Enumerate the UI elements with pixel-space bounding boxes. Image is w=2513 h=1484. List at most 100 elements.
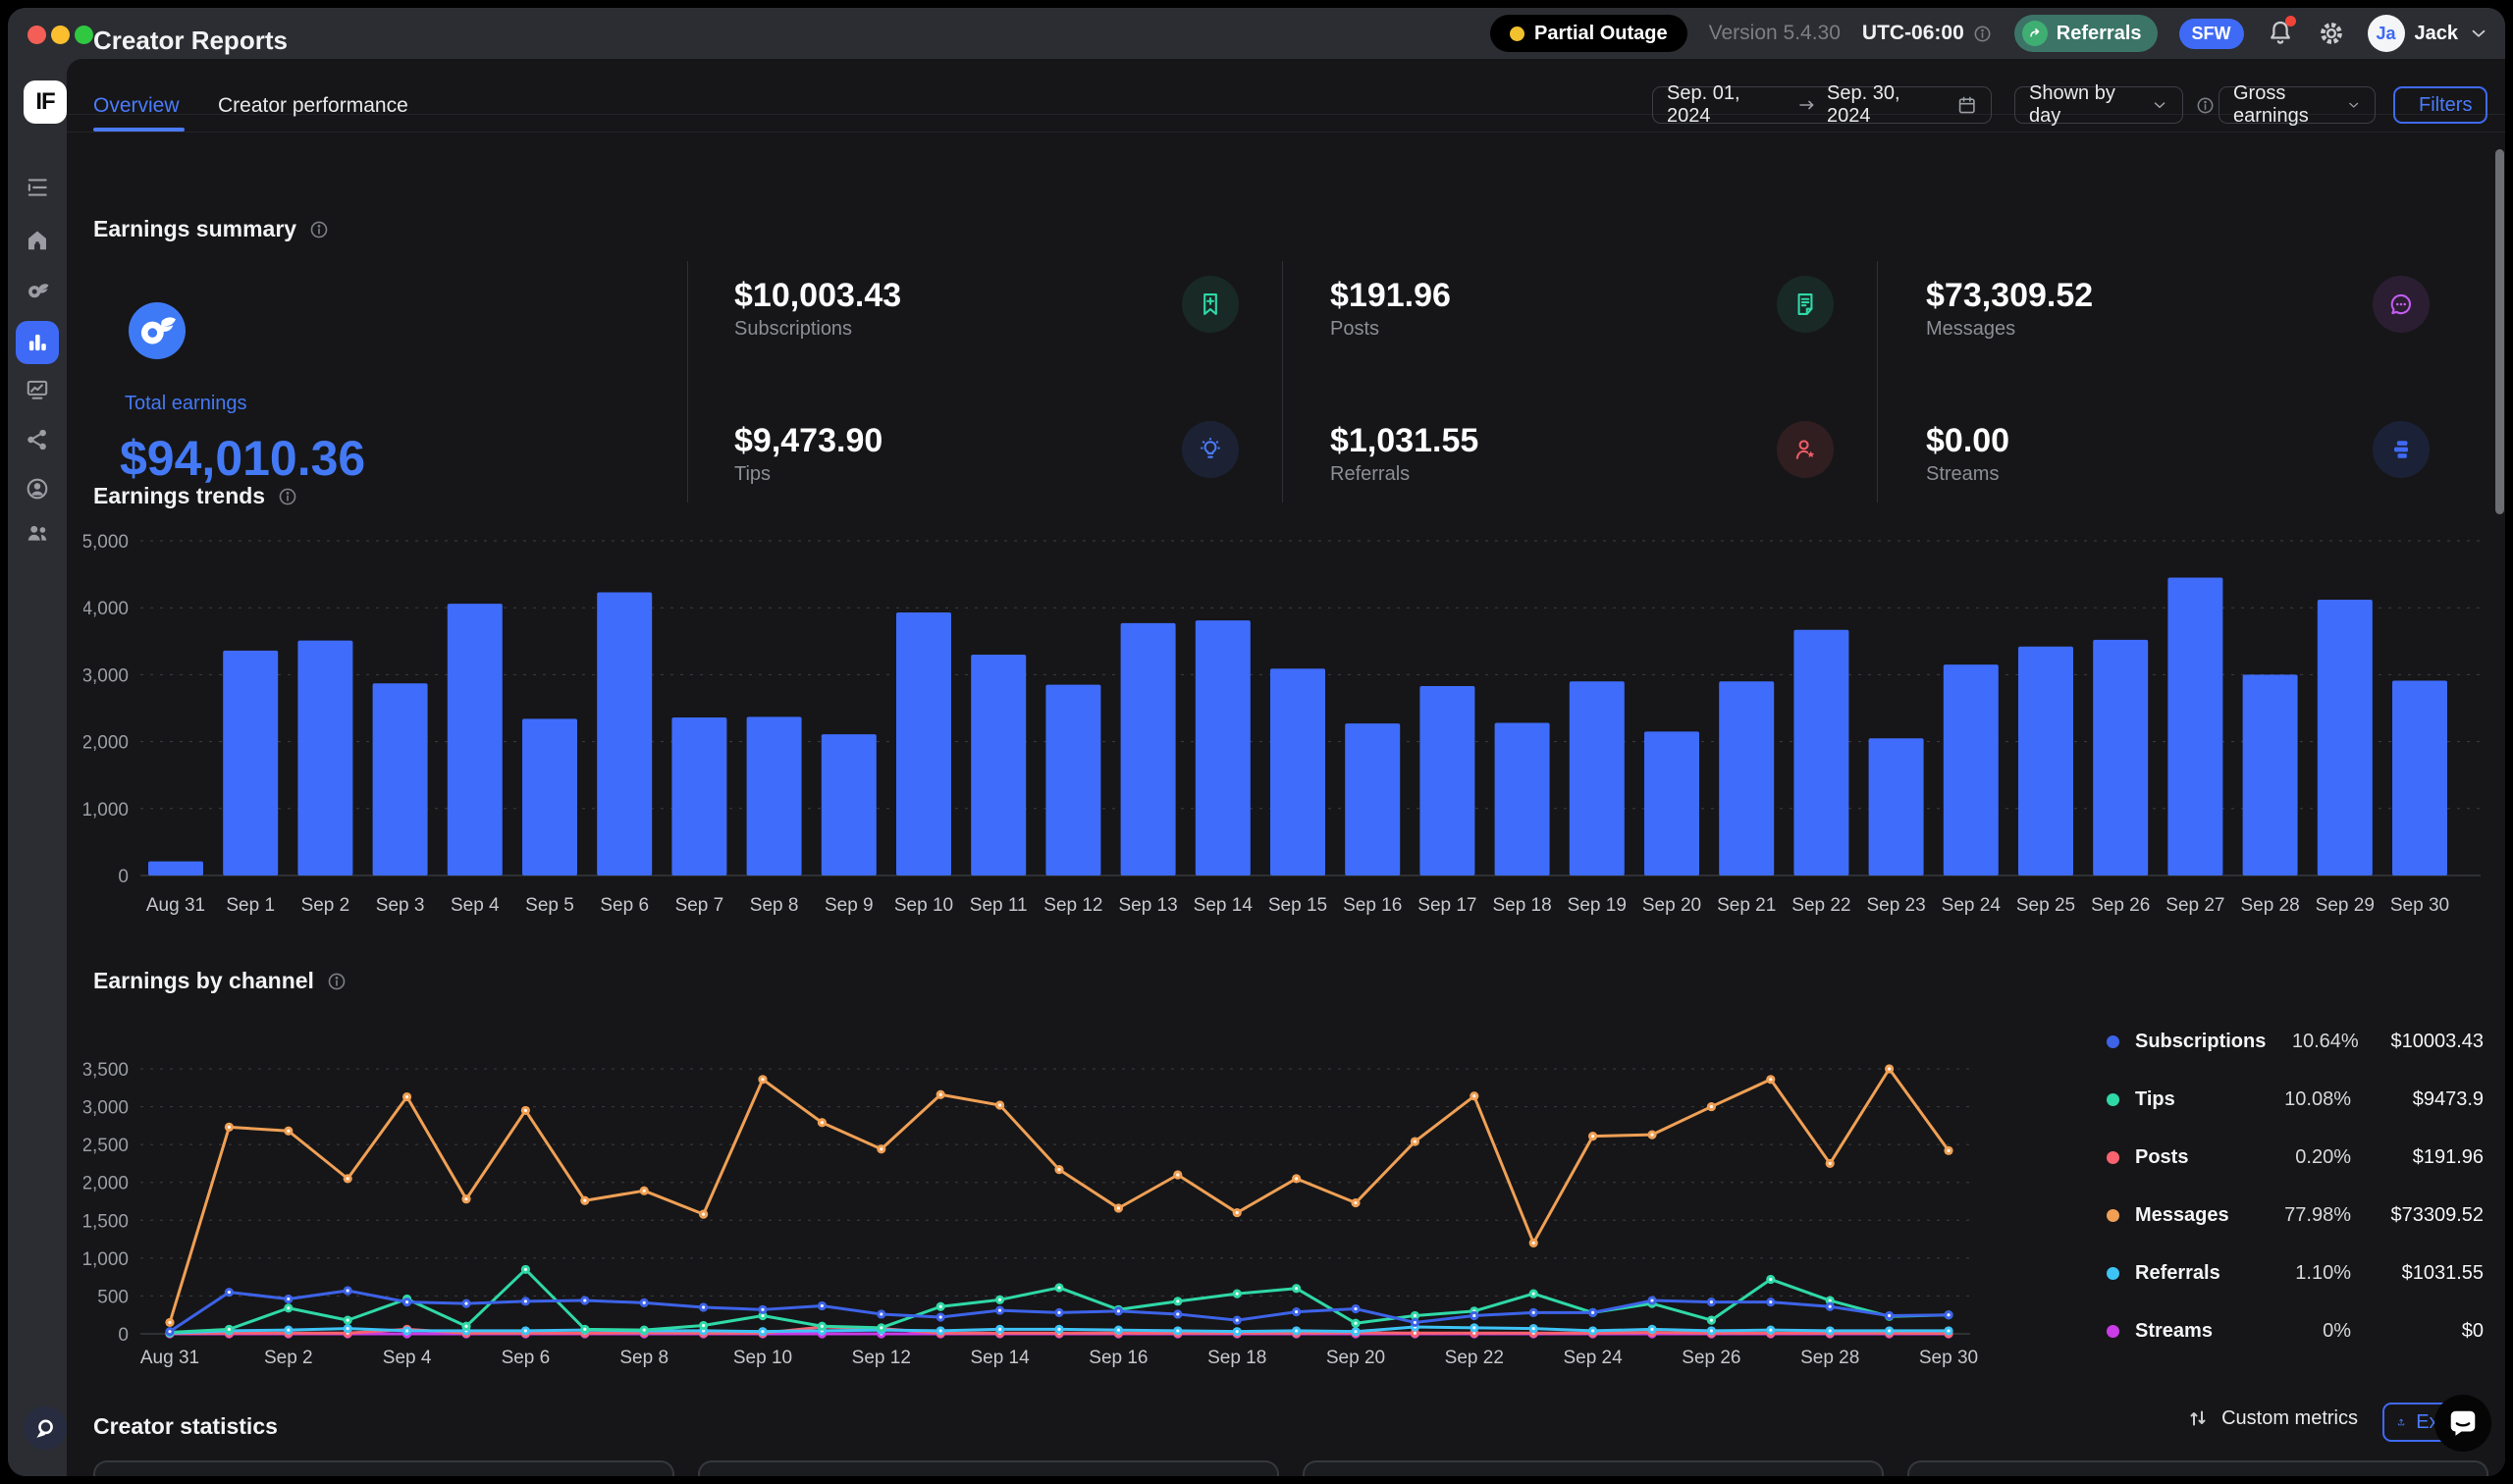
info-icon[interactable] bbox=[326, 971, 348, 992]
legend-series-percent: 0% bbox=[2323, 1320, 2351, 1342]
sidebar-item-reports[interactable] bbox=[16, 321, 59, 364]
bar-sep-10[interactable] bbox=[896, 611, 951, 875]
sidebar-item-fans fans-icon[interactable] bbox=[25, 277, 50, 302]
bar-sep-11[interactable] bbox=[971, 654, 1027, 875]
bar-sep-19[interactable] bbox=[1569, 681, 1625, 875]
messages-icon-badge bbox=[2373, 276, 2430, 333]
y-axis-label: 1,000 bbox=[83, 1249, 129, 1270]
bar-sep-13[interactable] bbox=[1120, 622, 1176, 875]
info-icon[interactable] bbox=[2195, 95, 2216, 116]
referrals-button[interactable]: Referrals bbox=[2013, 15, 2158, 52]
x-axis-label: Sep 3 bbox=[376, 895, 425, 916]
point-core bbox=[702, 1212, 706, 1216]
bar-sep-2[interactable] bbox=[297, 640, 353, 875]
bar-sep-5[interactable] bbox=[522, 718, 577, 875]
bar-sep-21[interactable] bbox=[1719, 681, 1775, 875]
metric-select[interactable]: Gross earnings bbox=[2219, 82, 2376, 127]
legend-series-percent: 0.20% bbox=[2295, 1146, 2351, 1168]
x-axis-label: Sep 26 bbox=[2091, 895, 2150, 916]
point-core bbox=[1057, 1286, 1061, 1290]
x-axis-label: Sep 6 bbox=[502, 1348, 551, 1368]
status-badge[interactable]: Partial Outage bbox=[1490, 15, 1687, 52]
bar-sep-30[interactable] bbox=[2392, 680, 2447, 875]
bar-aug-31[interactable] bbox=[148, 861, 203, 875]
sidebar-item-team team-icon[interactable] bbox=[25, 520, 50, 546]
chevron-down-icon bbox=[2154, 102, 2165, 109]
chat-bubble-icon bbox=[2390, 293, 2412, 315]
earnings-by-channel-chart[interactable]: 0 500 1,000 1,500 2,000 2,500 3,000 3,500 Aug 31… bbox=[83, 1029, 1978, 1372]
info-icon[interactable] bbox=[1972, 24, 1993, 44]
bar-sep-8[interactable] bbox=[746, 716, 802, 875]
bar-sep-29[interactable] bbox=[2317, 600, 2373, 875]
bar-sep-9[interactable] bbox=[821, 734, 877, 875]
x-axis-label: Sep 7 bbox=[675, 895, 724, 916]
bar-sep-16[interactable] bbox=[1345, 723, 1401, 875]
bar-sep-17[interactable] bbox=[1419, 685, 1475, 875]
support-chat-button[interactable] bbox=[24, 1406, 67, 1450]
y-axis-label: 1,500 bbox=[83, 1211, 129, 1232]
legend-item-messages[interactable]: Messages 77.98% $73309.52 bbox=[2107, 1187, 2484, 1245]
bar-sep-23[interactable] bbox=[1868, 738, 1924, 875]
sidebar-item-queue list-icon[interactable] bbox=[25, 175, 50, 200]
x-axis-label: Sep 4 bbox=[383, 1348, 432, 1368]
legend-item-referrals[interactable]: Referrals 1.10% $1031.55 bbox=[2107, 1245, 2484, 1302]
tab-overview[interactable]: Overview bbox=[93, 94, 180, 117]
notifications-button[interactable] bbox=[2266, 16, 2296, 48]
bar-sep-1[interactable] bbox=[223, 650, 279, 875]
user-menu[interactable]: Ja Jack bbox=[2367, 15, 2490, 52]
legend-item-tips[interactable]: Tips 10.08% $9473.9 bbox=[2107, 1071, 2484, 1129]
sidebar-item-sharing share-icon[interactable] bbox=[25, 427, 50, 452]
bar-sep-15[interactable] bbox=[1270, 668, 1325, 875]
bar-sep-27[interactable] bbox=[2167, 577, 2223, 875]
bar-sep-26[interactable] bbox=[2093, 639, 2149, 875]
tab-creator-performance[interactable]: Creator performance bbox=[218, 94, 408, 117]
bar-sep-18[interactable] bbox=[1494, 722, 1550, 875]
scrollbar-thumb[interactable] bbox=[2495, 149, 2504, 514]
group-by-select[interactable]: Shown by day bbox=[2014, 82, 2183, 127]
app-logo[interactable]: IF bbox=[24, 80, 67, 124]
filters-button[interactable]: Filters bbox=[2393, 86, 2487, 124]
legend-series-name: Referrals bbox=[2135, 1262, 2220, 1284]
point-core bbox=[583, 1298, 587, 1302]
info-icon[interactable] bbox=[277, 486, 298, 507]
stat-card[interactable] bbox=[1303, 1460, 1884, 1476]
gear-icon[interactable] bbox=[2317, 19, 2346, 48]
bar-sep-14[interactable] bbox=[1195, 620, 1251, 875]
sfw-badge[interactable]: SFW bbox=[2178, 18, 2244, 49]
bar-sep-24[interactable] bbox=[1943, 664, 1999, 875]
point-core bbox=[1116, 1328, 1120, 1332]
custom-metrics-button[interactable]: Custom metrics bbox=[2186, 1406, 2358, 1430]
maximize-window-button[interactable] bbox=[75, 26, 93, 44]
sidebar-item-account account-icon[interactable] bbox=[25, 476, 50, 502]
stat-card[interactable] bbox=[93, 1460, 674, 1476]
bar-sep-4[interactable] bbox=[447, 604, 503, 875]
bar-sep-3[interactable] bbox=[372, 683, 428, 875]
date-to: Sep. 30, 2024 bbox=[1827, 82, 1900, 127]
minimize-window-button[interactable] bbox=[51, 26, 70, 44]
bar-sep-25[interactable] bbox=[2018, 646, 2073, 875]
close-window-button[interactable] bbox=[27, 26, 46, 44]
stat-card[interactable] bbox=[1907, 1460, 2488, 1476]
bar-sep-22[interactable] bbox=[1793, 629, 1849, 875]
bar-sep-7[interactable] bbox=[671, 717, 727, 875]
bar-sep-28[interactable] bbox=[2242, 674, 2298, 875]
point-core bbox=[1472, 1326, 1476, 1330]
earnings-trends-chart[interactable]: 0 1,000 2,000 3,000 4,000 5,000 Aug 31 Sep 1 Sep… bbox=[83, 518, 2488, 921]
intercom-chat-button[interactable] bbox=[2434, 1395, 2491, 1452]
bar-sep-6[interactable] bbox=[597, 592, 653, 875]
point-core bbox=[1769, 1300, 1773, 1304]
bar-sep-12[interactable] bbox=[1045, 684, 1101, 875]
legend-item-subscriptions[interactable]: Subscriptions 10.64% $10003.43 bbox=[2107, 1013, 2484, 1071]
point-core bbox=[761, 1307, 765, 1311]
point-core bbox=[938, 1315, 942, 1319]
date-range-picker[interactable]: Sep. 01, 2024 Sep. 30, 2024 bbox=[1652, 82, 1992, 127]
sidebar-item-home home-icon[interactable] bbox=[25, 228, 50, 253]
bar-sep-20[interactable] bbox=[1644, 731, 1699, 875]
legend-item-streams[interactable]: Streams 0% $0 bbox=[2107, 1302, 2484, 1360]
info-icon[interactable] bbox=[308, 219, 330, 240]
upload-icon bbox=[2397, 1418, 2405, 1426]
document-icon bbox=[1797, 293, 1813, 315]
legend-item-posts[interactable]: Posts 0.20% $191.96 bbox=[2107, 1129, 2484, 1187]
sidebar-item-analytics monitor-chart-icon[interactable] bbox=[25, 377, 50, 402]
stat-card[interactable] bbox=[698, 1460, 1279, 1476]
